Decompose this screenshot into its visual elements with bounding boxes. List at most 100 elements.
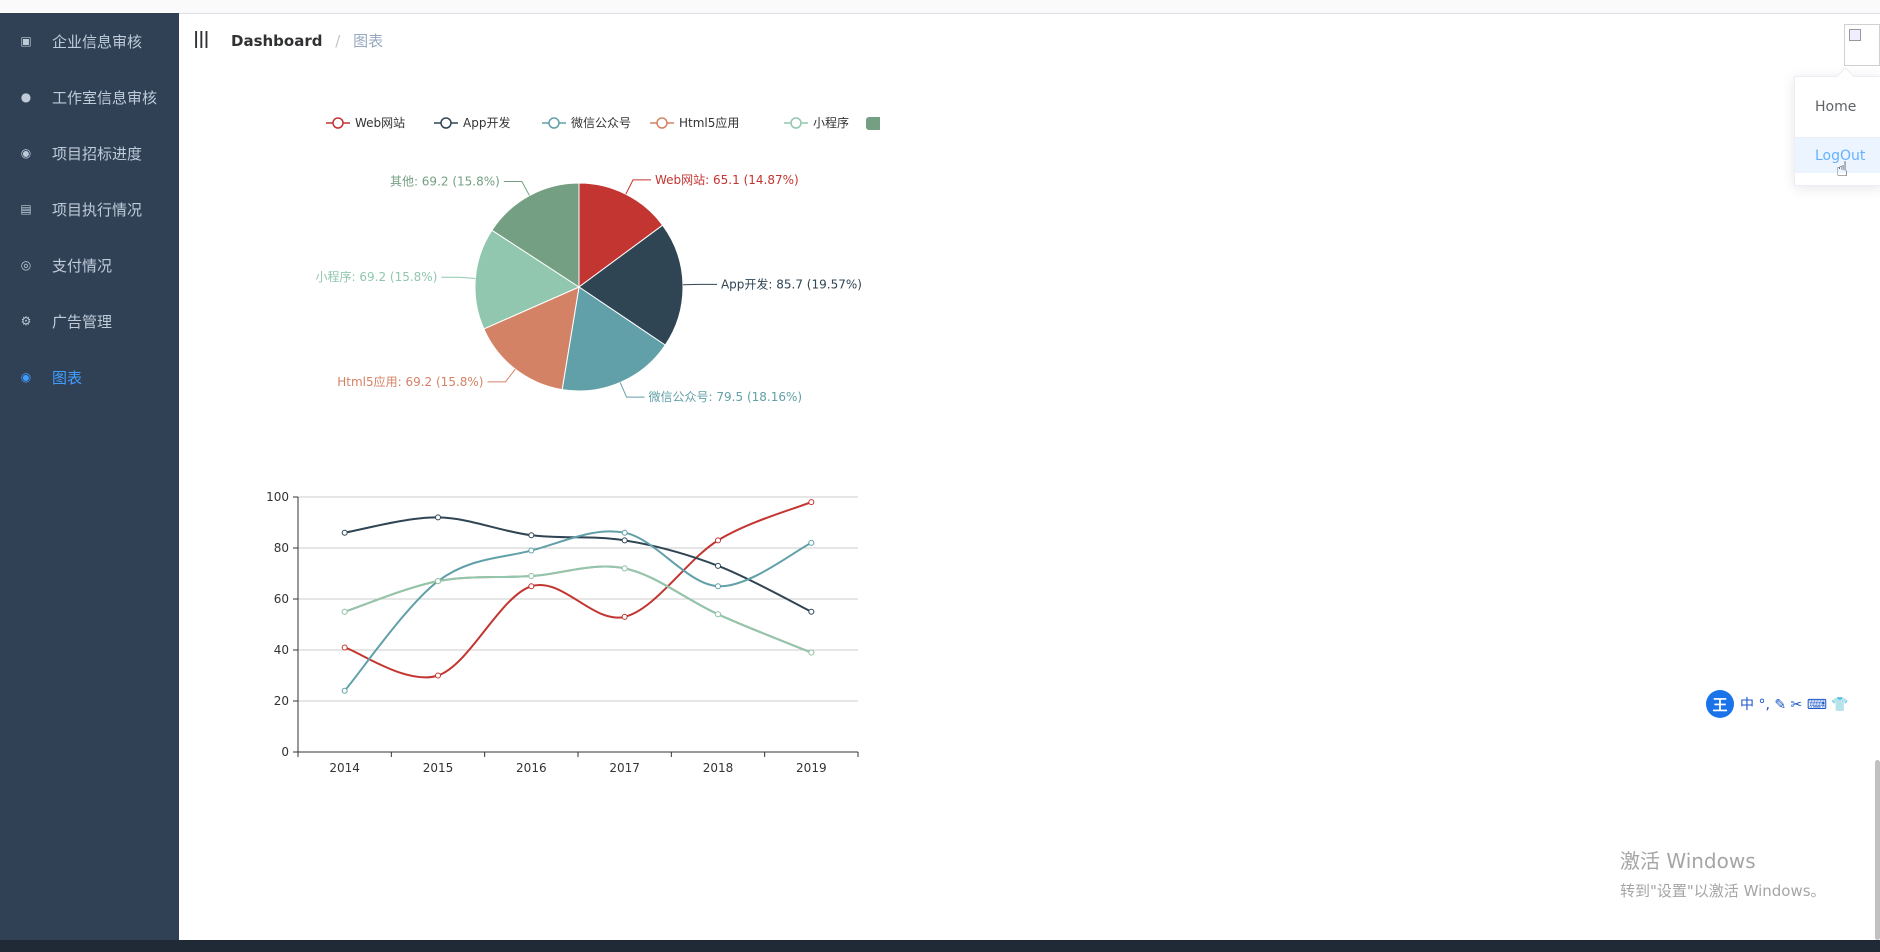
data-point[interactable] — [621, 537, 628, 544]
windows-activation-watermark: 激活 Windows 转到"设置"以激活 Windows。 — [1620, 845, 1826, 901]
data-point[interactable] — [528, 583, 535, 590]
ime-logo-icon[interactable]: 王 — [1706, 690, 1734, 718]
series-line[interactable] — [344, 516, 812, 613]
ime-tools[interactable]: 中 °, ✎ ✂ ⌨ 👕 — [1740, 697, 1849, 713]
watermark-title: 激活 Windows — [1620, 849, 1756, 873]
building-icon: ▣ — [20, 34, 32, 48]
pie-label-line — [619, 382, 645, 398]
data-point[interactable] — [715, 583, 721, 590]
pie-label: Html5应用: 69.2 (15.8%) — [337, 374, 483, 389]
y-tick-label: 0 — [281, 745, 289, 759]
dropdown-item-logout[interactable]: LogOut — [1795, 137, 1880, 173]
pie-label-line — [487, 368, 516, 383]
sidebar-item-payment[interactable]: ◎ 支付情况 — [0, 237, 179, 293]
series-line[interactable] — [343, 530, 812, 692]
x-tick-label: 2015 — [423, 761, 454, 775]
dropdown-item-home[interactable]: Home — [1815, 99, 1857, 115]
ime-toolbar: 王 中 °, ✎ ✂ ⌨ 👕 — [1706, 690, 1880, 718]
data-point[interactable] — [435, 672, 441, 679]
data-point[interactable] — [808, 499, 815, 506]
legend-label[interactable]: 小程序 — [813, 115, 849, 130]
pie-label: 小程序: 69.2 (15.8%) — [316, 269, 438, 284]
data-point[interactable] — [435, 578, 441, 585]
legend-label[interactable]: Web网站 — [355, 116, 405, 130]
data-point[interactable] — [341, 644, 348, 651]
sidebar-item-label: 工作室信息审核 — [52, 88, 158, 107]
data-point[interactable] — [621, 613, 628, 620]
pie-label: App开发: 85.7 (19.57%) — [721, 276, 862, 291]
data-point[interactable] — [715, 611, 721, 618]
pie-label-line — [503, 180, 530, 196]
series-line[interactable] — [344, 565, 812, 654]
series-line[interactable] — [344, 501, 812, 679]
breadcrumb-current: 图表 — [353, 32, 384, 50]
legend-marker[interactable] — [656, 117, 668, 129]
sidebar-item-ads[interactable]: ⚙ 广告管理 — [0, 293, 179, 349]
x-tick-label: 2018 — [703, 761, 734, 775]
data-point[interactable] — [341, 608, 348, 615]
sidebar-item-bidding[interactable]: ◉ 项目招标进度 — [0, 125, 179, 181]
target-icon: ◉ — [20, 146, 32, 160]
sidebar-item-studio[interactable]: ● 工作室信息审核 — [0, 69, 179, 125]
data-point[interactable] — [621, 529, 628, 536]
x-tick-label: 2019 — [796, 761, 827, 775]
legend-marker[interactable] — [866, 117, 880, 130]
line-chart: 0 20 40 60 80 100 2014 2015 2016 2017 2018 2019 — [266, 490, 859, 775]
x-tick-label: 2017 — [609, 761, 640, 775]
data-point[interactable] — [808, 649, 815, 656]
data-point[interactable] — [341, 687, 348, 694]
data-point[interactable] — [341, 529, 348, 536]
pie-label: Web网站: 65.1 (14.87%) — [655, 173, 799, 187]
data-point[interactable] — [528, 573, 535, 580]
data-point[interactable] — [715, 562, 721, 569]
breadcrumb-separator: / — [335, 32, 341, 50]
breadcrumb-dashboard[interactable]: Dashboard — [231, 32, 323, 50]
scrollbar[interactable] — [1875, 760, 1880, 940]
sidebar-item-label: 项目招标进度 — [52, 144, 143, 163]
avatar[interactable] — [1844, 24, 1880, 66]
sidebar-item-label: 企业信息审核 — [52, 32, 143, 51]
top-strip — [0, 0, 1880, 14]
legend-label[interactable]: 微信公众号 — [571, 116, 631, 130]
pie-slice[interactable] — [474, 229, 581, 330]
series-line[interactable] — [344, 565, 812, 654]
sidebar-item-execution[interactable]: ▤ 项目执行情况 — [0, 181, 179, 237]
gear-icon: ⚙ — [20, 314, 32, 328]
sidebar-item-charts[interactable]: ◉ 图表 — [0, 349, 179, 405]
x-tick-label: 2016 — [516, 761, 547, 775]
calendar-icon: ▤ — [20, 202, 32, 216]
legend-label[interactable]: Html5应用 — [679, 115, 739, 130]
data-point[interactable] — [435, 514, 441, 521]
legend-marker[interactable] — [548, 117, 560, 129]
sidebar-item-label: 广告管理 — [52, 312, 113, 331]
legend-label[interactable]: App开发 — [463, 115, 510, 130]
pie-label: 其他: 69.2 (15.8%) — [390, 174, 500, 188]
data-point[interactable] — [808, 539, 815, 546]
pie-slice[interactable] — [483, 286, 580, 391]
legend-marker[interactable] — [332, 117, 344, 129]
sidebar-item-label: 支付情况 — [52, 256, 113, 275]
legend-marker[interactable] — [440, 117, 452, 129]
pie-chart: Web网站App开发微信公众号Html5应用小程序其他Web网站: 65.1 (… — [316, 115, 880, 404]
pie-label-line — [625, 179, 652, 195]
taskbar — [0, 940, 1880, 952]
y-tick-label: 80 — [274, 541, 289, 555]
navbar: ||| Dashboard / 图表 — [179, 13, 1880, 63]
chart-icon: ◉ — [20, 370, 32, 384]
data-point[interactable] — [528, 547, 535, 554]
data-point[interactable] — [621, 565, 628, 572]
data-point[interactable] — [808, 608, 815, 615]
data-point[interactable] — [528, 532, 535, 539]
sidebar-item-enterprise[interactable]: ▣ 企业信息审核 — [0, 13, 179, 69]
pie-label-line — [441, 276, 476, 280]
pie-slice[interactable] — [491, 182, 580, 288]
hamburger-icon[interactable]: ||| — [193, 29, 210, 49]
y-tick-label: 60 — [274, 592, 289, 606]
coins-icon: ◎ — [20, 258, 32, 272]
pie-label: 微信公众号: 79.5 (18.16%) — [649, 390, 803, 404]
data-point[interactable] — [715, 537, 721, 544]
y-tick-label: 20 — [274, 694, 289, 708]
hand-cursor-icon: ☝ — [1836, 157, 1849, 181]
y-tick-label: 100 — [266, 490, 289, 504]
legend-marker[interactable] — [790, 117, 802, 129]
